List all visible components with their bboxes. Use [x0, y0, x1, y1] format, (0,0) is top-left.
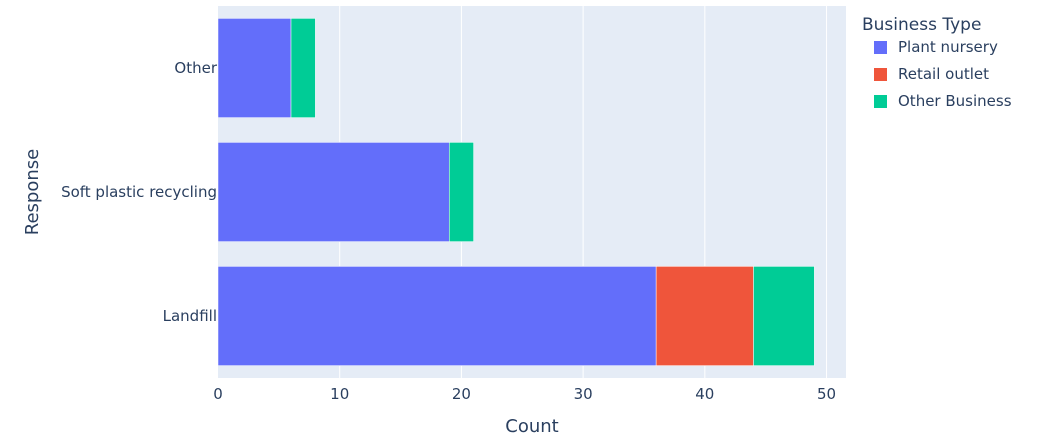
legend-item-plant-nursery: Plant nursery: [874, 38, 998, 56]
legend-swatch: [874, 95, 887, 108]
legend: Business Type Plant nursery Retail outlet…: [862, 15, 1012, 110]
y-axis-title: Response: [22, 149, 43, 235]
legend-label: Other Business: [898, 92, 1012, 110]
legend-swatch: [874, 41, 887, 54]
legend-item-retail-outlet: Retail outlet: [874, 65, 989, 83]
x-tick-label-50: 50: [817, 385, 836, 403]
legend-label: Retail outlet: [898, 65, 989, 83]
y-tick-label-other: Other: [174, 59, 217, 77]
y-tick-label-landfill: Landfill: [163, 307, 217, 325]
legend-items: Plant nursery Retail outlet Other Business: [874, 38, 1012, 110]
bar-landfill-plant-nursery: [217, 266, 657, 366]
legend-swatch: [874, 68, 887, 81]
y-axis-ticks: Landfill Soft plastic recycling Other: [61, 59, 218, 325]
bar-other-plant-nursery: [217, 18, 292, 118]
x-tick-label-40: 40: [695, 385, 714, 403]
x-tick-label-10: 10: [330, 385, 349, 403]
x-tick-label-20: 20: [452, 385, 471, 403]
y-tick-label-soft-plastic-recycling: Soft plastic recycling: [61, 183, 217, 201]
legend-label: Plant nursery: [898, 38, 998, 56]
bars: [217, 18, 815, 366]
legend-title: Business Type: [862, 15, 981, 35]
x-axis-title: Count: [505, 416, 558, 437]
bar-landfill-other-business: [753, 266, 815, 366]
x-tick-label-30: 30: [574, 385, 593, 403]
bar-soft-plastic-recycling-plant-nursery: [217, 142, 450, 242]
bar-soft-plastic-recycling-other-business: [448, 142, 474, 242]
legend-item-other-business: Other Business: [874, 92, 1012, 110]
bar-landfill-retail-outlet: [655, 266, 754, 366]
x-axis-ticks: 0 10 20 30 40 50: [213, 385, 836, 403]
x-tick-label-0: 0: [213, 385, 223, 403]
bar-other-other-business: [290, 18, 316, 118]
